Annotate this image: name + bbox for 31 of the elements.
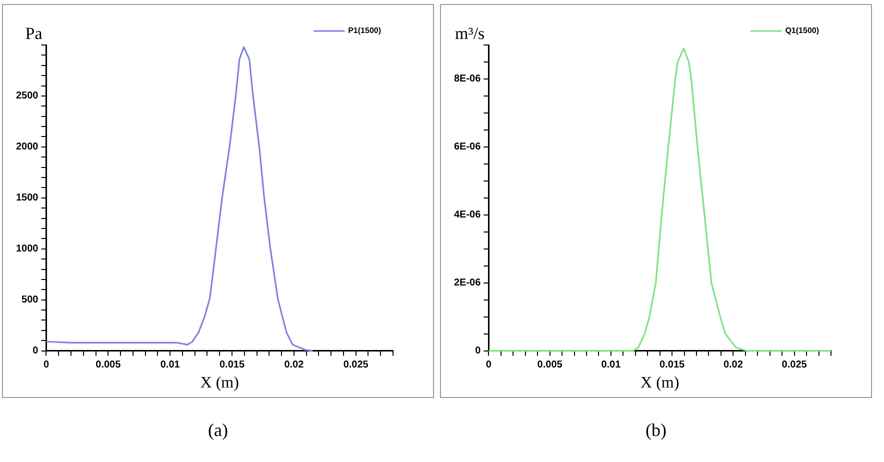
y-tick-label: 1000 xyxy=(16,244,39,255)
x-axis-title: X (m) xyxy=(200,374,239,392)
x-tick-label: 0.025 xyxy=(343,360,369,371)
legend-label: P1(1500) xyxy=(348,26,382,36)
y-axis-title: Pa xyxy=(25,24,43,43)
x-tick-label: 0.02 xyxy=(284,360,304,371)
x-tick-label: 0.015 xyxy=(219,360,245,371)
x-tick-label: 0.01 xyxy=(601,360,622,371)
y-tick-label: 500 xyxy=(22,294,39,306)
legend-label: Q1(1500) xyxy=(785,26,820,36)
y-tick-label: 2000 xyxy=(16,142,39,153)
x-tick-label: 0.01 xyxy=(160,360,180,371)
x-axis-title: X (m) xyxy=(640,374,680,392)
y-tick-label: 0 xyxy=(475,346,482,357)
y-tick-label: 2500 xyxy=(16,90,39,102)
x-tick-label: 0.005 xyxy=(537,360,563,371)
y-tick-label: 6E-06 xyxy=(454,142,482,153)
text: (a) xyxy=(207,420,229,441)
text: (b) xyxy=(644,420,668,441)
x-tick-label: 0.025 xyxy=(782,360,808,371)
x-tick-label: 0.015 xyxy=(660,360,686,371)
x-tick-label: 0 xyxy=(43,360,50,371)
y-tick-label: 4E-06 xyxy=(454,210,482,221)
y-tick-label: 1500 xyxy=(16,192,39,204)
y-tick-label: 0 xyxy=(32,346,39,357)
y-tick-label: 8E-06 xyxy=(454,74,482,85)
x-tick-label: 0.005 xyxy=(96,360,122,371)
x-tick-label: 0.02 xyxy=(723,360,744,371)
x-tick-label: 0 xyxy=(486,360,492,371)
y-tick-label: 2E-06 xyxy=(454,278,482,289)
y-axis-title: m³/s xyxy=(455,24,485,43)
